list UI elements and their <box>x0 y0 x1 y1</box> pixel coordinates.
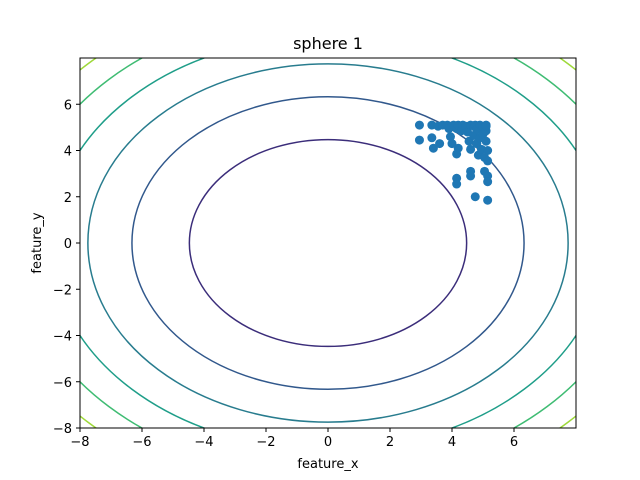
scatter-point-38 <box>481 136 491 146</box>
y-tick-label: 2 <box>64 191 72 206</box>
scatter-point-50 <box>483 195 493 205</box>
y-tick-label: 0 <box>64 237 72 252</box>
x-tick-label: 6 <box>510 435 518 450</box>
x-tick-label: 0 <box>324 435 332 450</box>
scatter-point-41 <box>481 121 491 131</box>
x-axis-title: feature_x <box>297 457 358 472</box>
scatter-point-49 <box>470 192 480 202</box>
x-tick-label: 2 <box>386 435 394 450</box>
scatter-point-43 <box>452 179 462 189</box>
y-tick-label: 6 <box>64 98 72 113</box>
x-tick-label: 4 <box>448 435 456 450</box>
scatter-point-39 <box>483 146 493 155</box>
scatter-points <box>414 120 493 205</box>
y-axis-title: feature_y <box>30 212 45 273</box>
scatter-point-4 <box>428 143 438 153</box>
x-tick-label: −8 <box>70 435 89 450</box>
x-axis-ticks: −8 −6 −4 −2 0 2 4 6 <box>70 428 518 450</box>
scatter-point-40 <box>483 156 493 166</box>
scatter-point-3 <box>427 133 437 143</box>
contour-level-20 <box>188 138 468 348</box>
scatter-point-10 <box>445 132 455 142</box>
scatter-point-11 <box>447 139 457 149</box>
contour-level-40 <box>131 95 525 391</box>
scatter-point-48 <box>483 177 493 187</box>
scatter-point-0 <box>414 120 424 130</box>
scatter-point-23 <box>466 144 476 154</box>
contour-level-60 <box>87 63 569 423</box>
scatter-point-45 <box>466 171 476 181</box>
y-axis-ticks: −8 −6 −4 −2 0 2 4 6 <box>53 98 80 437</box>
y-tick-label: 4 <box>64 145 72 160</box>
x-tick-label: −2 <box>256 435 275 450</box>
scatter-point-1 <box>414 135 424 145</box>
y-tick-label: −6 <box>53 376 72 391</box>
y-tick-label: −8 <box>53 422 72 437</box>
x-tick-label: −4 <box>194 435 213 450</box>
y-tick-label: −2 <box>53 283 72 298</box>
scatter-point-6 <box>435 139 445 149</box>
x-tick-label: −6 <box>132 435 151 450</box>
y-tick-label: −4 <box>53 330 72 345</box>
chart-title: sphere 1 <box>293 34 363 53</box>
scatter-point-16 <box>452 149 462 159</box>
